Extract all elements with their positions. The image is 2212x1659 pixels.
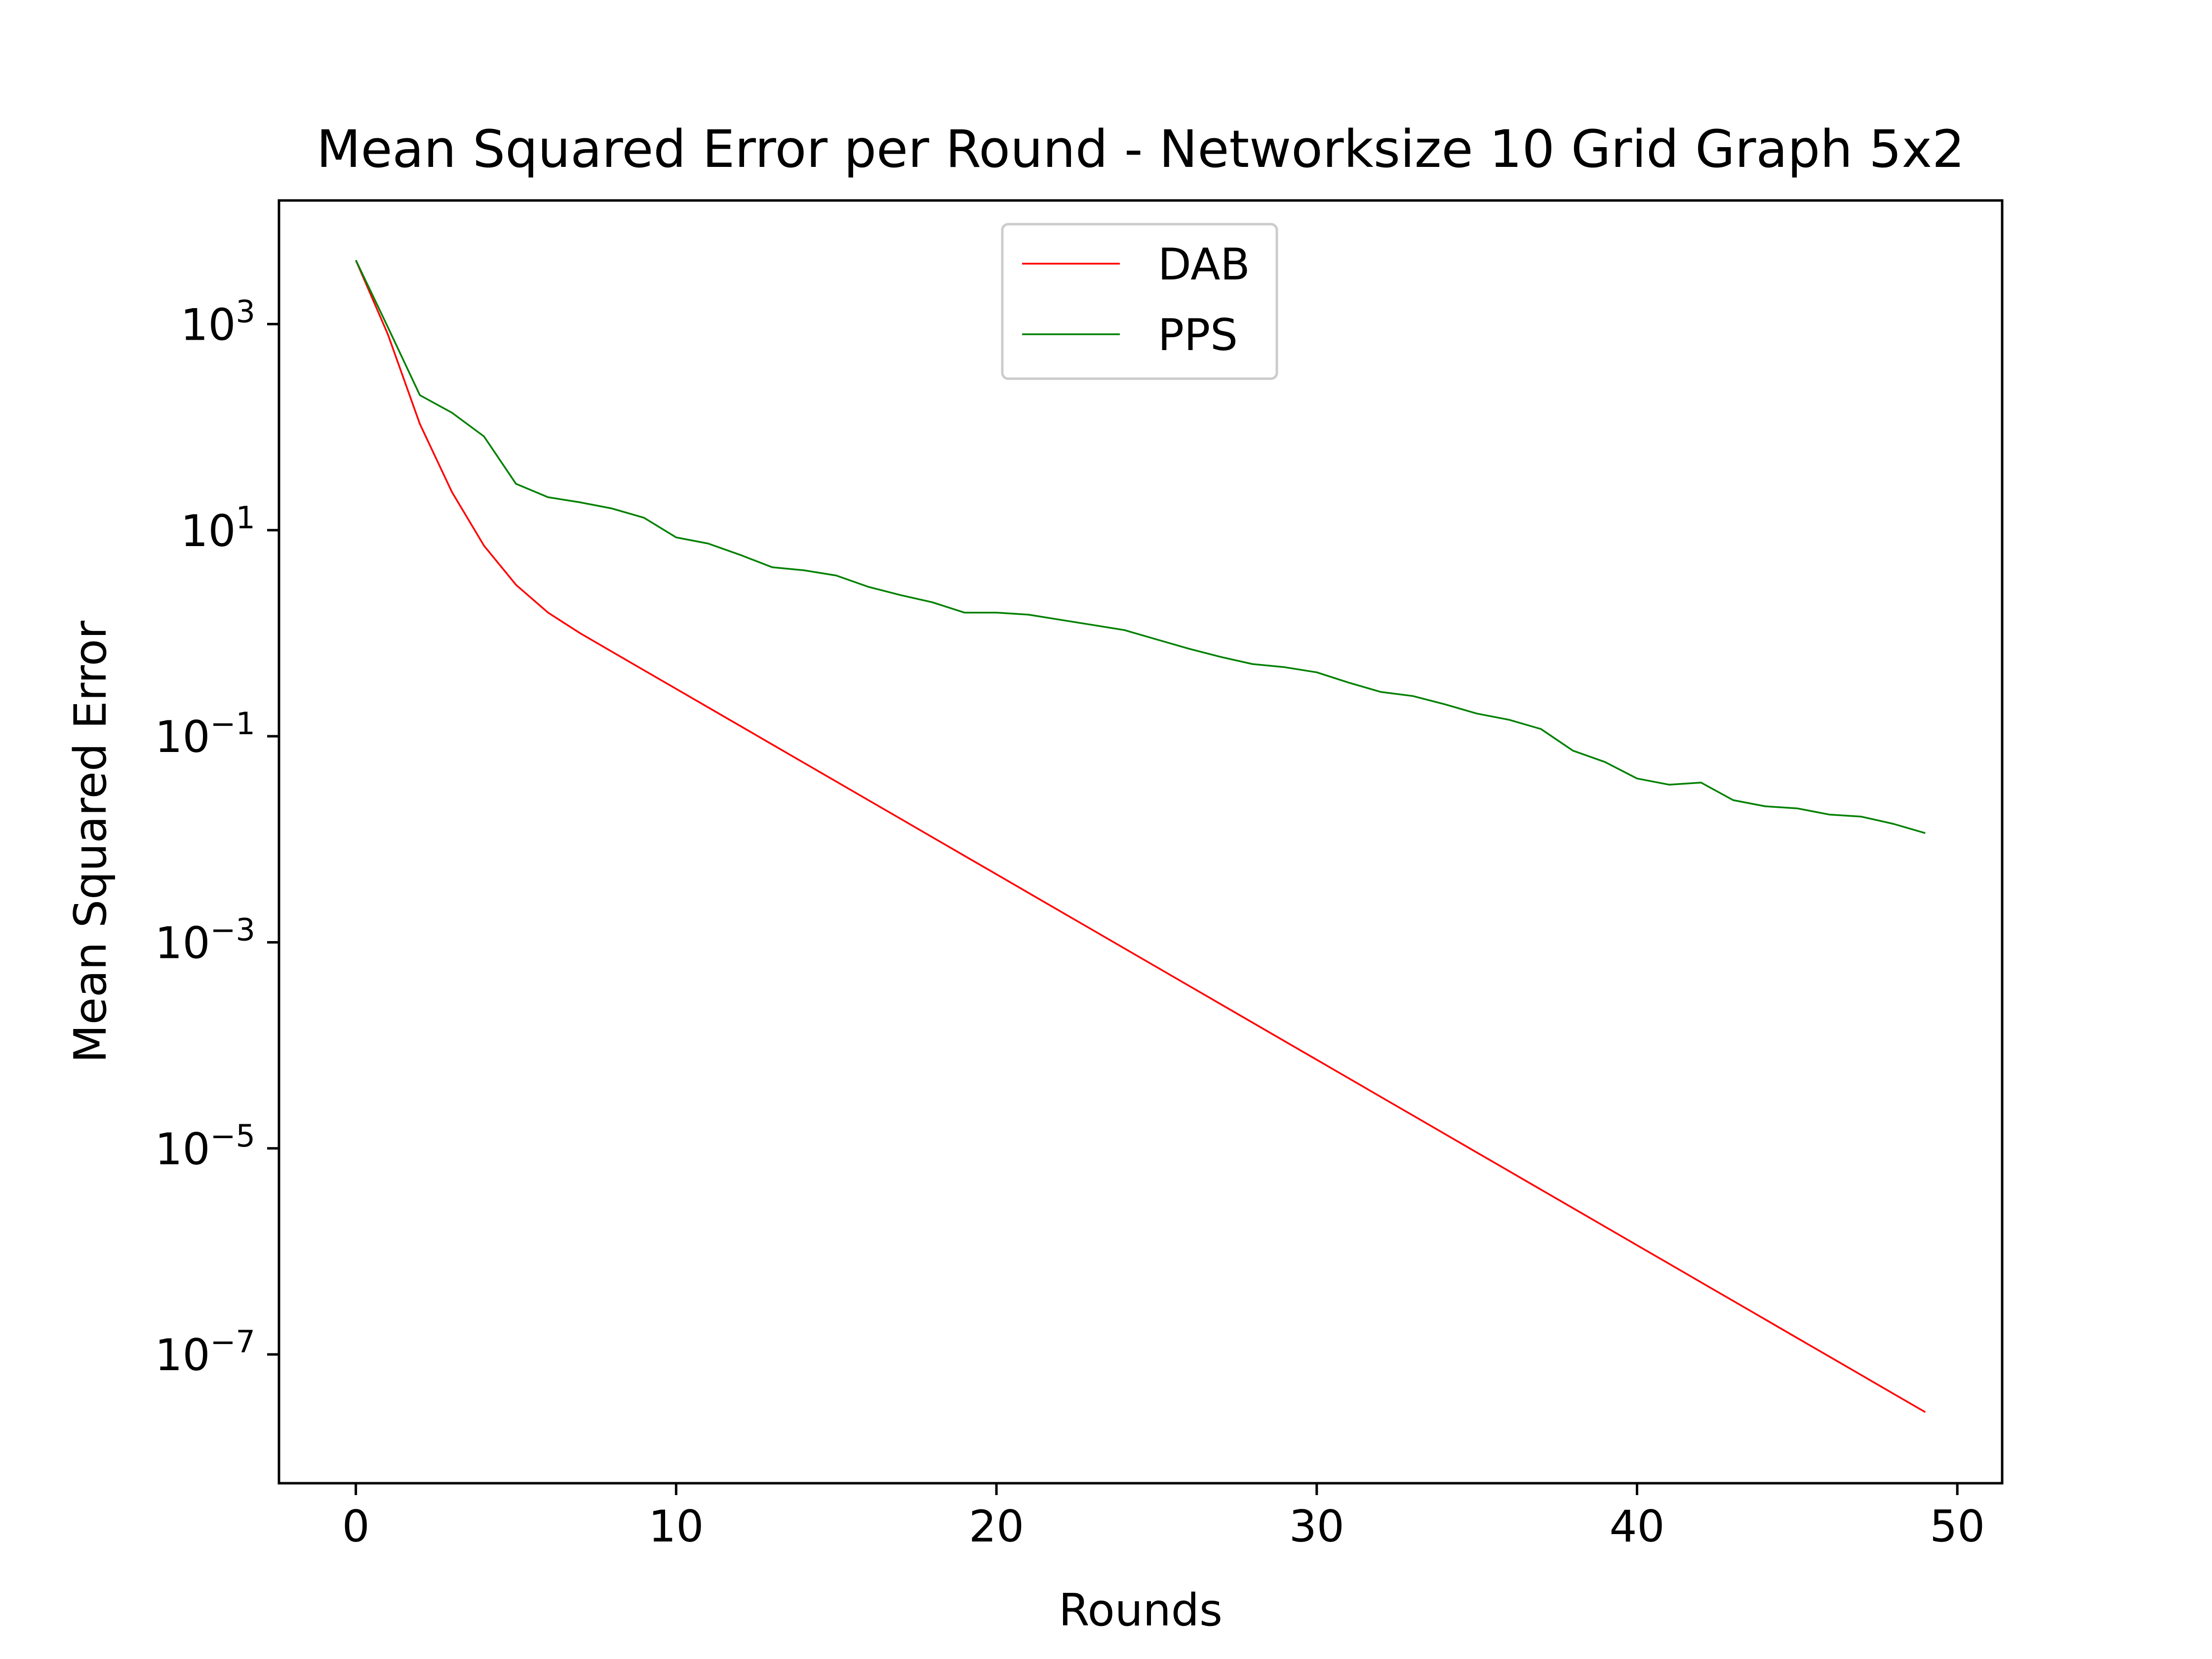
x-axis-label: Rounds: [1059, 1584, 1223, 1636]
x-tick-label: 30: [1289, 1501, 1344, 1552]
y-tick-label: 10−3: [155, 911, 255, 968]
x-tick-label: 40: [1609, 1501, 1664, 1552]
x-tick-label: 50: [1930, 1501, 1985, 1552]
plot-frame: [277, 199, 2004, 1485]
series-line-pps: [355, 260, 1926, 834]
x-tick-label: 20: [969, 1501, 1024, 1552]
legend-label-pps: PPS: [1158, 310, 1238, 360]
legend-label-dab: DAB: [1158, 239, 1250, 290]
y-tick-label: 10−1: [155, 706, 255, 762]
y-tick-label: 103: [181, 293, 255, 350]
y-tick-label: 10−5: [155, 1118, 255, 1175]
y-tick-label: 101: [181, 500, 255, 556]
plot-lines: [355, 260, 1926, 1413]
y-axis-label: Mean Squared Error: [65, 621, 117, 1063]
axis-ticks: 0 10 20 30 40 50 103 101 10−1 10−3 10−5 10−7: [155, 293, 1985, 1552]
x-tick-label: 0: [342, 1501, 370, 1552]
series-line-dab: [355, 260, 1926, 1413]
chart-title: Mean Squared Error per Round - Networksi…: [316, 119, 1965, 179]
x-tick-label: 10: [648, 1501, 704, 1552]
legend: DAB PPS: [1001, 223, 1278, 380]
y-tick-label: 10−7: [155, 1324, 255, 1381]
